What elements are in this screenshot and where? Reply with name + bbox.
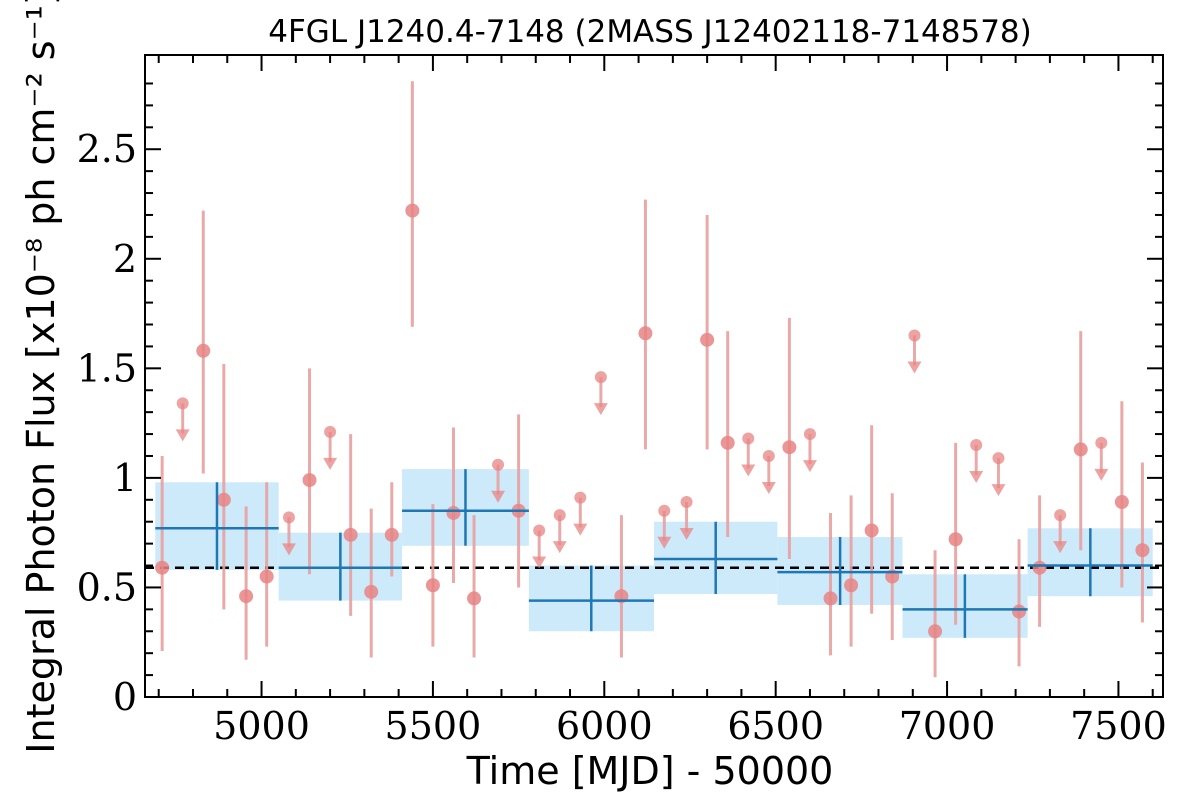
upper-limit-marker: [992, 452, 1005, 465]
y-tick-label: 1.5: [77, 346, 137, 390]
upper-limit-arrow: [491, 490, 506, 503]
points-layer: [155, 203, 1150, 639]
detection-point: [1135, 543, 1150, 558]
upper-limit-marker: [492, 458, 505, 471]
upper-limit-arrow: [573, 523, 588, 536]
detection-point: [1114, 494, 1129, 509]
upper-limit-arrow: [323, 457, 338, 470]
upper-limit-marker: [553, 509, 566, 522]
upper-limit-marker: [908, 329, 921, 342]
detection-point: [823, 591, 838, 606]
detection-point: [467, 591, 482, 606]
x-tick-label: 7000: [899, 704, 996, 748]
detection-point: [259, 569, 274, 584]
detection-point: [343, 527, 358, 542]
upper-limit-marker: [282, 511, 295, 524]
axes-layer: 5000 5500 6000 6500 7000 7500 0 0.5 1 1.5 2 2.5: [77, 54, 1167, 748]
detection-point: [1032, 560, 1047, 575]
y-tick-label: 1: [113, 456, 137, 500]
upper-limit-arrow: [991, 484, 1006, 497]
upper-limit-marker: [574, 491, 587, 504]
detection-point: [720, 435, 735, 450]
upper-limit-arrow: [175, 429, 190, 442]
upper-limit-arrow: [761, 481, 776, 494]
upper-limit-arrow: [1053, 541, 1068, 554]
upper-limit-marker: [324, 425, 337, 438]
upper-limit-marker: [658, 504, 671, 517]
upper-limit-marker: [1054, 509, 1067, 522]
detection-point: [239, 589, 254, 604]
detection-point: [844, 578, 859, 593]
y-tick-label: 2: [113, 237, 137, 281]
upper-limit-marker: [1095, 436, 1108, 449]
detection-point: [782, 440, 797, 455]
upper-limit-arrow: [657, 536, 672, 549]
upper-limit-marker: [533, 524, 546, 537]
detection-point: [700, 332, 715, 347]
detection-point: [364, 584, 379, 599]
detection-point: [864, 523, 879, 538]
y-axis-title: Integral Photon Flux [x10⁻⁸ ph cm⁻² s⁻¹]: [19, 0, 63, 754]
upper-limit-marker: [176, 397, 189, 410]
upper-limit-marker: [742, 432, 755, 445]
detection-point: [196, 343, 211, 358]
errorbars-layer: [160, 81, 1144, 678]
upper-limit-arrow: [281, 543, 296, 556]
detection-point: [216, 492, 231, 507]
x-axis-title: Time [MJD] - 50000: [466, 749, 834, 793]
detection-point: [384, 527, 399, 542]
upper-limit-marker: [970, 439, 983, 452]
upper-limit-arrow: [907, 361, 922, 374]
x-tick-label: 6000: [556, 704, 653, 748]
detection-point: [425, 578, 440, 593]
y-tick-label: 0: [113, 675, 137, 719]
detection-point: [446, 505, 461, 520]
x-tick-label: 7500: [1070, 704, 1167, 748]
detection-point: [948, 532, 963, 547]
binned-layer: [155, 469, 1153, 638]
x-tick-label: 6500: [727, 704, 824, 748]
detection-point: [1012, 604, 1027, 619]
detection-point: [302, 473, 317, 488]
plot-frame: [144, 54, 1164, 698]
bin-bands-layer: [155, 469, 1153, 638]
x-tick-label: 5000: [213, 704, 310, 748]
upper-limit-arrow: [1094, 468, 1109, 481]
detection-point: [405, 203, 420, 218]
detection-point: [1073, 442, 1088, 457]
detection-point: [928, 624, 943, 639]
y-tick-label: 0.5: [77, 565, 137, 609]
upper-limit-arrow: [679, 527, 694, 540]
upper-limit-arrow: [552, 541, 567, 554]
y-tick-label: 2.5: [77, 127, 137, 171]
detection-point: [638, 326, 653, 341]
chart-title: 4FGL J1240.4-7148 (2MASS J12402118-71485…: [268, 14, 1032, 50]
detection-point: [155, 560, 170, 575]
upper-limit-marker: [680, 495, 693, 508]
upper-limit-marker: [594, 371, 607, 384]
upper-limit-arrow: [741, 464, 756, 477]
upper-limit-arrow: [593, 403, 608, 416]
x-tick-label: 5500: [385, 704, 482, 748]
upper-limit-marker: [803, 428, 816, 441]
upper-limit-arrow: [802, 460, 817, 473]
upper-limit-arrow: [969, 471, 984, 484]
upper-limit-marker: [762, 449, 775, 462]
upper-limit-arrow: [532, 556, 547, 569]
